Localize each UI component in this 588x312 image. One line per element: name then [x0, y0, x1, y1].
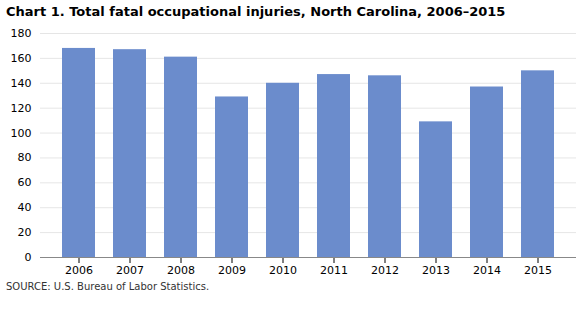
- svg-text:20: 20: [18, 226, 32, 239]
- svg-text:2012: 2012: [371, 264, 399, 277]
- svg-text:60: 60: [18, 176, 32, 189]
- html-text:SOURCE: U.S. Bureau of Labor S: SOURCE: U.S. Bureau of Labor Statistics.: [6, 280, 210, 292]
- svg-text:100: 100: [11, 126, 32, 139]
- svg-text:2008: 2008: [167, 264, 195, 277]
- svg-text:180: 180: [11, 27, 32, 40]
- svg-text:160: 160: [11, 52, 32, 65]
- svg-text:140: 140: [11, 77, 32, 90]
- svg-text:2013: 2013: [422, 264, 450, 277]
- svg-text:2007: 2007: [116, 264, 144, 277]
- svg-text:2009: 2009: [218, 264, 246, 277]
- svg-text:2015: 2015: [524, 264, 552, 277]
- svg-text:2014: 2014: [473, 264, 501, 277]
- svg-text:40: 40: [18, 201, 32, 214]
- svg-text:2010: 2010: [269, 264, 297, 277]
- svg-text:120: 120: [11, 102, 32, 115]
- html-text:Chart 1. Total fatal occupatio: Chart 1. Total fatal occupational injuri…: [6, 4, 506, 19]
- svg-text:2006: 2006: [65, 264, 93, 277]
- svg-text:0: 0: [25, 251, 32, 264]
- svg-text:2011: 2011: [320, 264, 348, 277]
- svg-text:80: 80: [18, 151, 32, 164]
